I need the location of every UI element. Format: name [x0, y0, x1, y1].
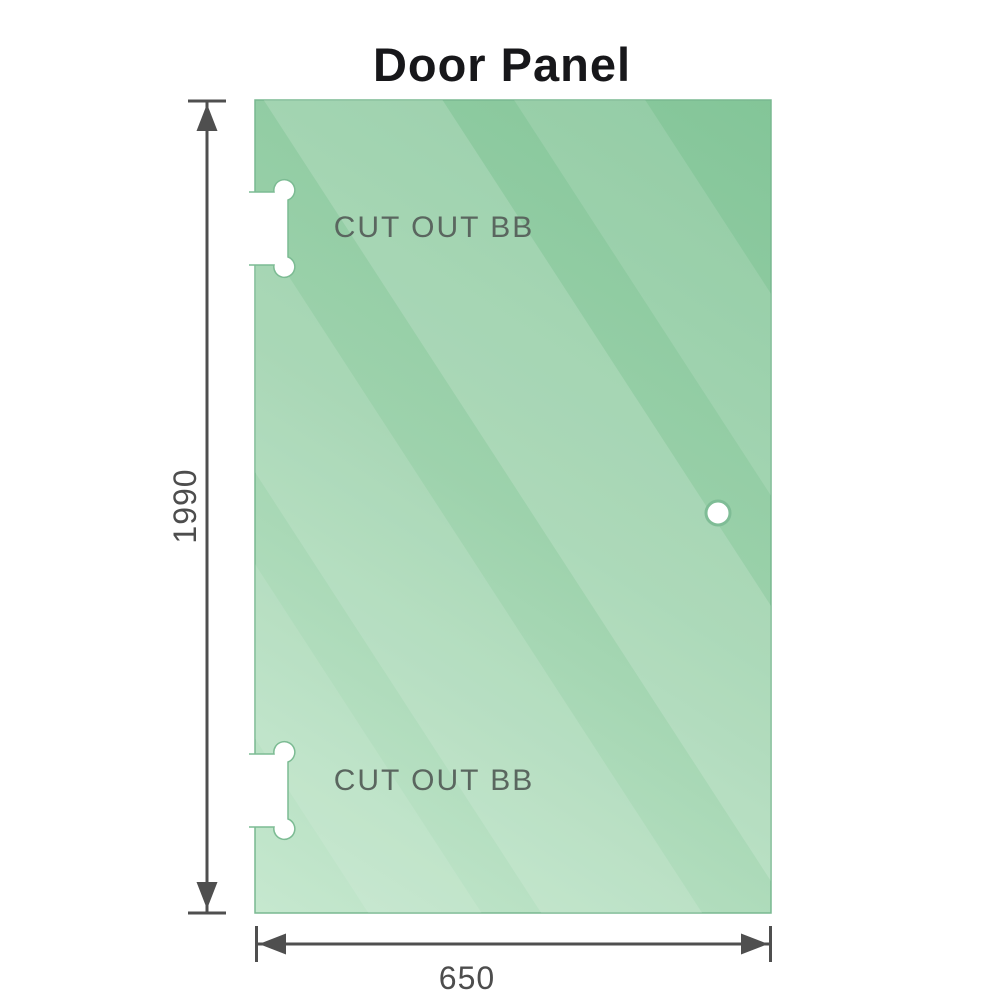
arrow-down-icon — [196, 882, 218, 909]
height-dimension: 1990 — [167, 99, 226, 915]
hinge-cutout-bottom — [249, 740, 296, 841]
glass-streak — [255, 100, 771, 913]
glass-panel — [254, 99, 772, 914]
arrow-up-icon — [196, 104, 218, 131]
hinge-cutout-top — [249, 178, 296, 279]
height-dimension-label: 1990 — [167, 468, 203, 543]
width-dimension-label: 650 — [439, 960, 495, 996]
arrow-right-icon — [741, 933, 768, 955]
arrow-left-icon — [259, 933, 286, 955]
glass-streak — [0, 0, 947, 1000]
width-dimension: 650 — [255, 926, 772, 996]
glass-streak — [0, 0, 792, 1000]
cutout-label-top: CUT OUT BB — [334, 211, 535, 244]
cutout-label-bottom: CUT OUT BB — [334, 764, 535, 797]
handle-hole — [704, 499, 732, 527]
glass-streak — [255, 100, 771, 913]
page-title: Door Panel — [373, 38, 631, 91]
